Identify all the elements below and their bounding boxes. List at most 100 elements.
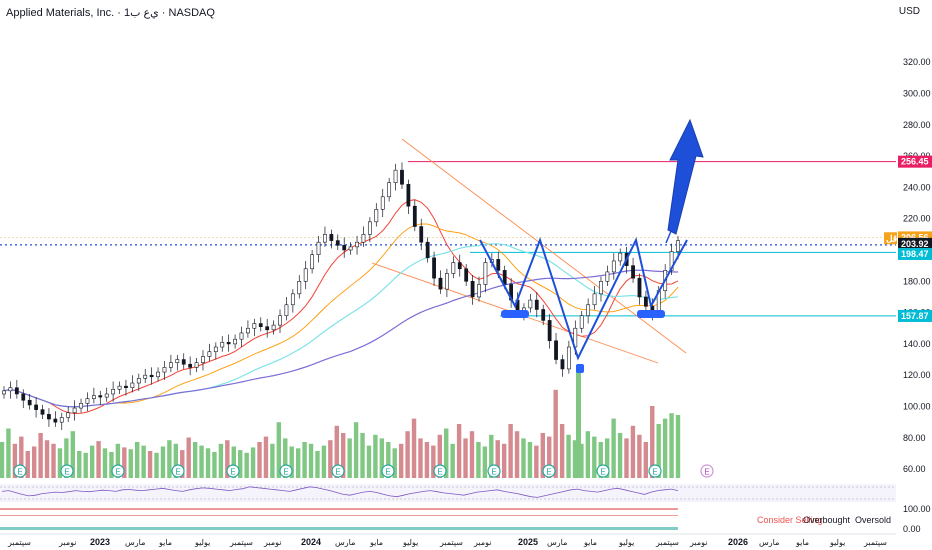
candle: [432, 251, 436, 286]
candle: [290, 289, 295, 313]
volume-bar: [553, 389, 558, 478]
volume-bar: [566, 434, 571, 478]
pattern-pill-marker: [637, 310, 665, 318]
candle: [149, 367, 154, 385]
candle: [66, 406, 71, 423]
candle: [586, 298, 591, 324]
y-tick-label: 320.00: [903, 57, 931, 67]
volume-bar: [6, 428, 11, 478]
volume-bar: [205, 448, 211, 478]
volume-bar: [283, 438, 288, 478]
volume-bar: [173, 443, 179, 478]
x-tick-label: يوليو: [618, 538, 634, 547]
volume-bar: [244, 452, 249, 478]
candle: [143, 368, 148, 384]
earnings-marker-icon: [13, 464, 27, 478]
volume-bar: [437, 434, 442, 478]
symbol-header: Applied Materials, Inc. · 1ي‌ع ب‌ · NASD…: [6, 7, 215, 19]
volume-bar: [180, 450, 185, 478]
volume-bar: [225, 440, 230, 478]
y-tick-label: 280.00: [903, 120, 931, 130]
x-tick-label: مایو: [158, 538, 172, 547]
volume-bar: [579, 443, 584, 478]
moving-average-55: [3, 269, 679, 408]
volume-bar: [559, 424, 565, 478]
volume-bar: [514, 431, 520, 478]
volume-bar: [650, 406, 655, 478]
candle: [457, 254, 462, 277]
osc-sell-bar: [0, 508, 678, 510]
volume-bar: [167, 440, 172, 478]
volume-bar: [250, 447, 256, 478]
volume-bar: [495, 440, 500, 478]
y-tick-label: 300.00: [903, 89, 931, 99]
volume-bar: [624, 438, 629, 478]
candle: [335, 234, 340, 250]
candle: [470, 275, 475, 305]
volume-bar: [637, 434, 642, 478]
y-tick-label: 60.00: [903, 464, 926, 474]
candle: [303, 260, 308, 290]
volume-bar: [102, 448, 108, 478]
earnings-marker-label: E: [704, 468, 709, 477]
high-price-badge: 206.56: [901, 232, 929, 242]
volume-bar: [656, 424, 661, 478]
candle: [91, 387, 96, 404]
volume-bar: [19, 436, 24, 478]
resistance-price-badge-bg: [898, 155, 932, 168]
volume-bar: [585, 431, 591, 478]
volume-bar: [12, 443, 18, 478]
x-tick-label: يوليو: [194, 538, 210, 547]
x-tick-label: سپتمبر: [863, 538, 887, 547]
volume-bar: [315, 451, 320, 478]
earnings-marker-icon: [648, 464, 662, 478]
candle: [374, 203, 379, 227]
osc-overbought-label: Overbought: [803, 515, 851, 525]
volume-bar: [77, 451, 82, 478]
earnings-marker-label: E: [115, 468, 120, 477]
volume-bar: [321, 445, 327, 478]
candle: [310, 250, 315, 274]
volume-bar: [276, 422, 282, 478]
osc-tick-0: 0.00: [903, 524, 921, 534]
earnings-marker-icon: [60, 464, 74, 478]
volume-bar: [270, 443, 275, 478]
candle: [136, 373, 141, 391]
candle: [464, 264, 469, 286]
candle: [220, 336, 225, 352]
candle: [226, 334, 231, 352]
candle: [342, 237, 347, 258]
volume-bar: [521, 438, 526, 478]
earnings-marker-icon: [279, 464, 293, 478]
candle: [400, 162, 404, 189]
volume-bar: [508, 424, 513, 478]
volume-bar: [302, 442, 307, 478]
candle: [98, 390, 103, 405]
candle: [284, 296, 289, 321]
volume-bar: [263, 436, 269, 478]
volume-bar: [238, 450, 243, 478]
candle: [445, 268, 449, 297]
volume-bar: [398, 443, 404, 478]
x-tick-label: نومبر: [58, 538, 76, 547]
candle: [316, 235, 321, 263]
x-tick-label: 2023: [90, 537, 110, 547]
earnings-marker-label: E: [652, 468, 657, 477]
projection-arrow-icon: [667, 118, 704, 235]
candle: [47, 408, 51, 427]
candle: [111, 381, 116, 402]
candle: [239, 326, 244, 348]
earnings-marker-label: E: [64, 468, 69, 477]
earnings-marker-icon: [596, 464, 610, 478]
candle: [367, 217, 372, 243]
x-tick-label: 2025: [518, 537, 538, 547]
candle: [592, 285, 597, 310]
earnings-marker-label: E: [335, 468, 340, 477]
volume-bar: [669, 413, 674, 478]
volume-bar: [611, 418, 616, 478]
earnings-marker-label: E: [17, 468, 22, 477]
neckline-price-badge-bg: [898, 247, 932, 260]
earnings-marker-icon: [700, 464, 714, 478]
candle: [509, 278, 514, 308]
